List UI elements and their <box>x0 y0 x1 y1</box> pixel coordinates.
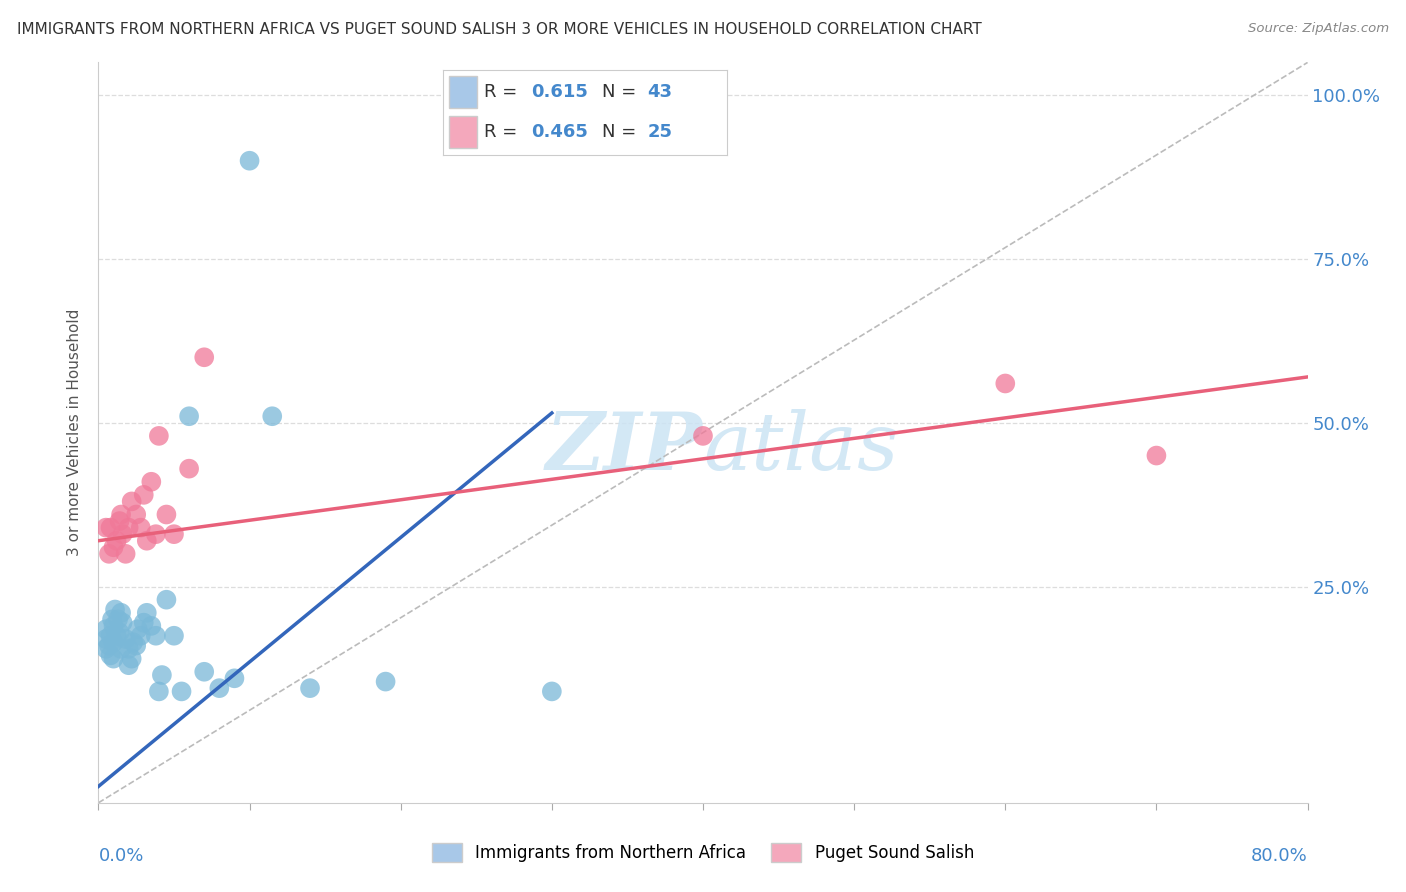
Point <box>100 521 122 535</box>
Point <box>224 671 246 685</box>
Point <box>103 635 125 649</box>
Point <box>107 612 129 626</box>
Point <box>105 629 128 643</box>
Point <box>121 494 143 508</box>
Legend: Immigrants from Northern Africa, Puget Sound Salish: Immigrants from Northern Africa, Puget S… <box>425 836 981 869</box>
Point <box>374 674 396 689</box>
Point <box>132 615 155 630</box>
Point <box>141 619 163 633</box>
Point <box>121 651 143 665</box>
Point <box>103 541 125 555</box>
Point <box>145 527 167 541</box>
Text: IMMIGRANTS FROM NORTHERN AFRICA VS PUGET SOUND SALISH 3 OR MORE VEHICLES IN HOUS: IMMIGRANTS FROM NORTHERN AFRICA VS PUGET… <box>17 22 981 37</box>
Point <box>262 409 284 424</box>
Point <box>148 429 170 443</box>
Point <box>111 527 134 541</box>
Point <box>155 508 177 522</box>
Text: Source: ZipAtlas.com: Source: ZipAtlas.com <box>1249 22 1389 36</box>
Point <box>135 606 157 620</box>
Point <box>98 639 121 653</box>
Point <box>100 629 122 643</box>
Point <box>108 625 131 640</box>
Text: ZIP: ZIP <box>546 409 703 486</box>
Text: 0.0%: 0.0% <box>98 847 143 865</box>
Point <box>179 409 201 424</box>
Point <box>170 684 193 698</box>
Point <box>208 681 231 695</box>
Point <box>239 153 262 168</box>
Point <box>193 351 215 365</box>
Point <box>94 622 117 636</box>
Y-axis label: 3 or more Vehicles in Household: 3 or more Vehicles in Household <box>67 309 83 557</box>
Text: 80.0%: 80.0% <box>1251 847 1308 865</box>
Point <box>127 622 149 636</box>
Point <box>132 488 155 502</box>
Point <box>122 635 145 649</box>
Point <box>994 376 1017 391</box>
Point <box>103 651 125 665</box>
Point <box>141 475 163 489</box>
Point <box>103 619 125 633</box>
Point <box>110 508 132 522</box>
Point <box>94 521 117 535</box>
Point <box>540 684 562 698</box>
Point <box>163 629 186 643</box>
Point <box>98 547 121 561</box>
Point <box>299 681 322 695</box>
Point <box>118 658 141 673</box>
Point <box>114 547 136 561</box>
Point <box>104 602 127 616</box>
Point <box>692 429 714 443</box>
Point <box>118 641 141 656</box>
Point <box>105 533 128 548</box>
Point <box>155 592 177 607</box>
Point <box>108 514 131 528</box>
Point <box>129 521 152 535</box>
Point <box>110 606 132 620</box>
Point <box>125 639 148 653</box>
Point <box>125 508 148 522</box>
Point <box>100 648 122 663</box>
Point <box>94 632 117 646</box>
Text: atlas: atlas <box>703 409 898 486</box>
Point <box>135 533 157 548</box>
Point <box>179 461 201 475</box>
Point <box>193 665 215 679</box>
Point <box>94 641 117 656</box>
Point <box>129 629 152 643</box>
Point <box>150 668 173 682</box>
Point <box>118 521 141 535</box>
Point <box>145 629 167 643</box>
Point <box>110 641 132 656</box>
Point <box>163 527 186 541</box>
Point <box>114 632 136 646</box>
Point <box>101 612 124 626</box>
Point <box>148 684 170 698</box>
Point <box>111 615 134 630</box>
Point <box>1144 449 1167 463</box>
